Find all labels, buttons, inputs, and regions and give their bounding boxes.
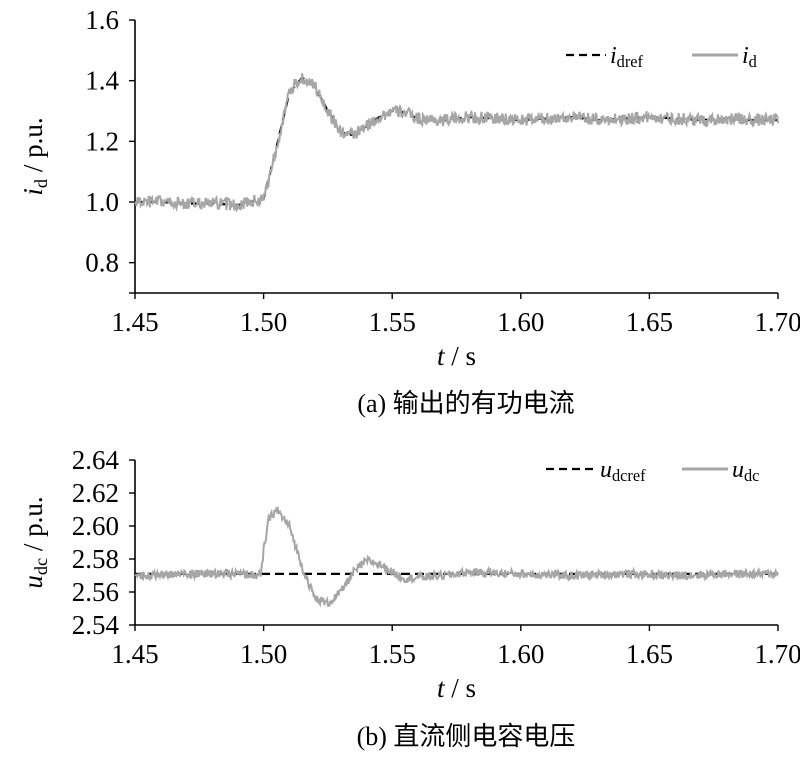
x-tick-label: 1.55 (369, 307, 416, 337)
x-tick-label: 1.65 (626, 307, 673, 337)
x-axis-label: t / s (437, 341, 476, 371)
x-tick-label: 1.45 (111, 639, 158, 669)
y-tick-label: 2.64 (72, 445, 120, 475)
x-tick-label: 1.70 (754, 307, 800, 337)
chart-output-active-current: 1.45 1.50 1.55 1.60 1.65 1.70 0.8 1.0 1.2 1.4 1.6 i… (18, 5, 800, 418)
chart-caption: (a) 输出的有功电流 (357, 389, 574, 418)
series-line-udc (134, 505, 779, 608)
legend-label-udcref: udcref (600, 457, 646, 485)
series-line-idref (135, 76, 778, 207)
y-tick-label: 0.8 (85, 248, 119, 278)
y-axis-label: id / p.u. (18, 117, 51, 195)
chart-caption: (b) 直流侧电容电压 (357, 722, 576, 751)
legend-label-idref: idref (610, 43, 644, 71)
y-tick-label: 2.56 (72, 577, 119, 607)
y-tick-label: 1.2 (85, 126, 119, 156)
y-tick-label: 1.6 (85, 5, 119, 35)
y-tick-label: 2.62 (72, 478, 119, 508)
x-tick-label: 1.45 (111, 307, 158, 337)
legend: idref id (566, 43, 757, 71)
x-tick-label: 1.60 (497, 639, 544, 669)
x-tick-label: 1.50 (240, 307, 287, 337)
legend-label-id: id (742, 43, 757, 71)
x-tick-label: 1.50 (240, 639, 287, 669)
y-tick-label: 2.60 (72, 511, 119, 541)
y-axis-label: udc / p.u. (18, 496, 51, 588)
series-line-id (134, 73, 779, 214)
x-tick-label: 1.70 (754, 639, 800, 669)
x-tick-label: 1.55 (369, 639, 416, 669)
x-tick-label: 1.65 (626, 639, 673, 669)
x-axis-label: t / s (437, 673, 476, 703)
y-tick-label: 1.4 (85, 66, 119, 96)
chart-dc-capacitor-voltage: 1.45 1.50 1.55 1.60 1.65 1.70 2.542.562.582.60… (18, 445, 800, 751)
legend: udcref udc (546, 457, 759, 485)
y-tick-label: 1.0 (85, 187, 119, 217)
legend-label-udc: udc (732, 457, 759, 485)
y-tick-label: 2.54 (72, 610, 120, 640)
y-tick-label: 2.58 (72, 544, 119, 574)
x-tick-label: 1.60 (497, 307, 544, 337)
